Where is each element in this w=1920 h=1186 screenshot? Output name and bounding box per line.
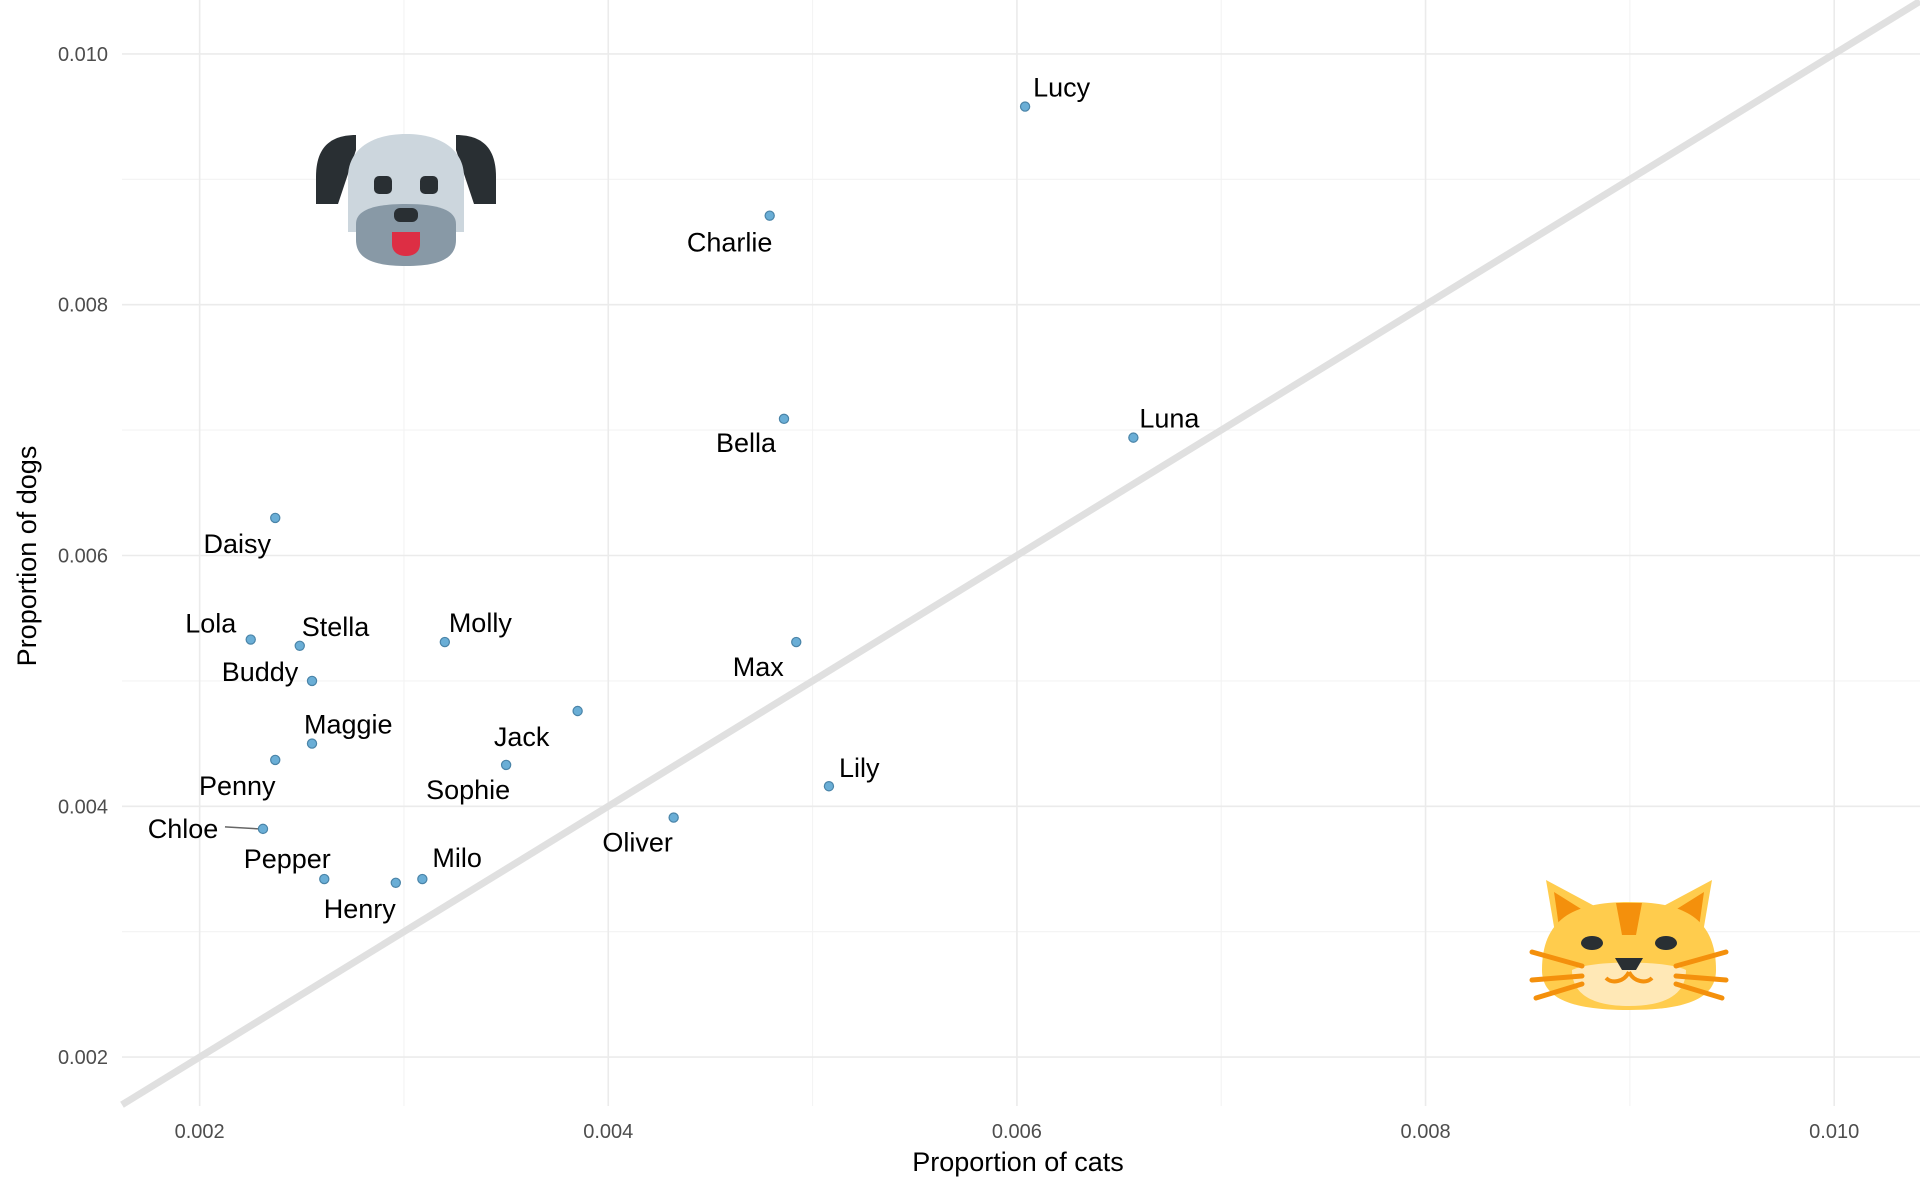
- point-lucy: [1019, 101, 1031, 112]
- label-oliver: Oliver: [602, 828, 673, 858]
- label-buddy: Buddy: [222, 657, 299, 687]
- y-tick-label: 0.002: [58, 1047, 108, 1069]
- point-stella: [294, 640, 305, 651]
- data-points: [245, 101, 1139, 888]
- point-daisy: [270, 512, 281, 524]
- label-charlie: Charlie: [687, 228, 773, 258]
- y-tick-label: 0.010: [58, 44, 108, 66]
- point-henry: [390, 877, 401, 888]
- point-labels: Lucy Charlie Bella Luna Daisy Lola Stella Molly…: [148, 73, 1201, 924]
- point-luna: [1128, 432, 1139, 443]
- grid-lines: [122, 0, 1920, 1106]
- reference-line: [120, 0, 1920, 1108]
- point-sophie: [500, 759, 512, 771]
- label-daisy: Daisy: [203, 529, 271, 559]
- point-max: [791, 636, 802, 648]
- label-max: Max: [733, 652, 785, 682]
- label-luna: Luna: [1139, 404, 1200, 434]
- dog-face-icon: [316, 134, 496, 266]
- x-tick-label: 0.008: [1401, 1121, 1451, 1143]
- cat-face-icon: [1529, 880, 1729, 1010]
- point-chloe: [257, 823, 269, 835]
- point-milo: [417, 873, 428, 885]
- label-henry: Henry: [324, 894, 397, 924]
- x-tick-label: 0.004: [583, 1121, 633, 1143]
- x-tick-label: 0.010: [1809, 1121, 1859, 1143]
- y-tick-label: 0.006: [58, 546, 108, 568]
- label-maggie: Maggie: [304, 710, 393, 740]
- label-penny: Penny: [199, 771, 276, 801]
- leader-lines: [224, 826, 260, 830]
- y-tick-label: 0.008: [58, 295, 108, 317]
- point-charlie: [764, 210, 775, 221]
- point-bella: [778, 413, 790, 425]
- label-lily: Lily: [839, 753, 880, 783]
- x-tick-label: 0.006: [992, 1121, 1042, 1143]
- y-axis-title: Proportion of dogs: [12, 446, 42, 667]
- point-lola: [245, 634, 256, 645]
- label-stella: Stella: [302, 612, 371, 642]
- label-lucy: Lucy: [1033, 73, 1091, 103]
- label-lola: Lola: [185, 609, 237, 639]
- label-molly: Molly: [449, 608, 513, 638]
- point-penny: [270, 754, 281, 766]
- point-pepper: [319, 873, 330, 885]
- point-maggie: [306, 738, 318, 749]
- point-molly: [439, 636, 451, 648]
- point-jack: [572, 705, 583, 717]
- label-bella: Bella: [716, 428, 777, 458]
- label-sophie: Sophie: [426, 775, 510, 805]
- x-tick-label: 0.002: [175, 1121, 225, 1143]
- label-chloe: Chloe: [148, 814, 219, 844]
- y-tick-label: 0.004: [58, 796, 108, 818]
- label-pepper: Pepper: [244, 844, 331, 874]
- point-lily: [823, 781, 835, 792]
- y-axis-ticks: 0.002 0.004 0.006 0.008 0.010: [58, 44, 108, 1069]
- label-jack: Jack: [494, 722, 550, 752]
- leader-line-chloe: [224, 826, 260, 830]
- x-axis-title: Proportion of cats: [912, 1147, 1124, 1177]
- label-milo: Milo: [432, 843, 482, 873]
- point-oliver: [668, 812, 679, 823]
- x-axis-ticks: 0.002 0.004 0.006 0.008 0.010: [175, 1121, 1860, 1143]
- point-buddy: [306, 675, 318, 687]
